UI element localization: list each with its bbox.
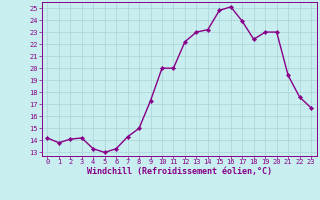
X-axis label: Windchill (Refroidissement éolien,°C): Windchill (Refroidissement éolien,°C) bbox=[87, 167, 272, 176]
